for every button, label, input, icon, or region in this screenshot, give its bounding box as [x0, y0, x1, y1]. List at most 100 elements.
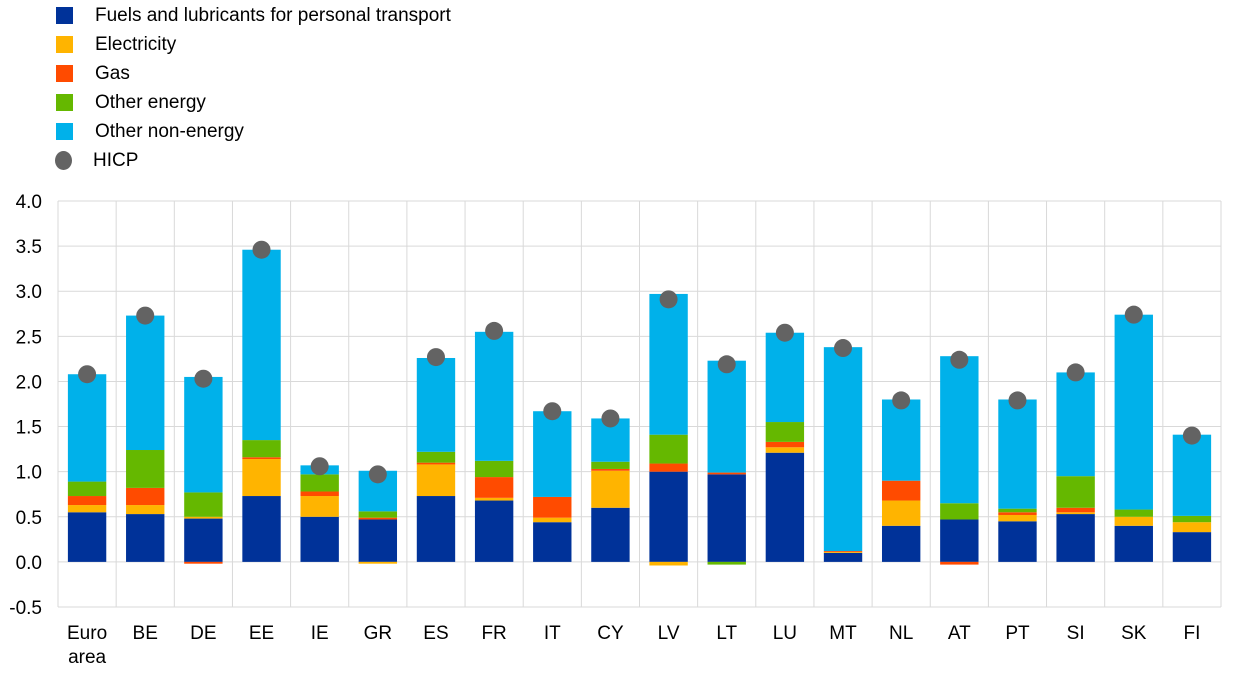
hicp-dot-es — [426, 348, 445, 367]
bar-fuels-and-lubricants-for-personal-transport-euro-area — [67, 512, 107, 562]
x-tick-label-be: BE — [133, 623, 158, 644]
y-tick-label: 3.0 — [16, 282, 42, 303]
bar-fuels-and-lubricants-for-personal-transport-mt — [823, 552, 863, 562]
y-tick-label: 0.0 — [16, 553, 42, 574]
hicp-dot-ee — [252, 240, 271, 259]
y-tick-label: 4.0 — [16, 192, 42, 213]
hicp-dot-it — [543, 402, 562, 421]
bar-gas-ee — [242, 457, 281, 460]
hicp-dot-pt — [1008, 391, 1027, 410]
bar-electricity-cy — [591, 470, 630, 508]
y-tick-label: 3.5 — [16, 237, 42, 258]
bar-other-non-energy-be — [126, 315, 165, 451]
x-tick-label-line: LU — [773, 623, 797, 644]
legend-swatch — [55, 151, 72, 170]
bar-electricity-si — [1056, 512, 1095, 515]
bar-other-non-energy-de — [184, 376, 223, 493]
legend-item-fuels-and-lubricants-for-personal-transport: Fuels and lubricants for personal transp… — [56, 1, 451, 30]
legend-swatch — [56, 65, 73, 82]
bar-fuels-and-lubricants-for-personal-transport-cy — [591, 507, 630, 562]
bar-other-non-energy-si — [1056, 372, 1095, 477]
x-tick-label-line: LT — [716, 623, 737, 644]
x-tick-label-lv: LV — [658, 623, 680, 644]
hicp-dot-lv — [659, 290, 678, 309]
hicp-dot-fr — [485, 321, 504, 340]
legend-swatch — [56, 7, 73, 24]
bar-electricity-it — [533, 517, 572, 523]
legend: Fuels and lubricants for personal transp… — [55, 1, 451, 175]
x-tick-label-line: Euro — [67, 623, 107, 644]
bar-fuels-and-lubricants-for-personal-transport-it — [533, 522, 572, 562]
legend-swatch — [56, 36, 73, 53]
bar-fuels-and-lubricants-for-personal-transport-de — [184, 518, 223, 562]
grid-layer — [57, 200, 1222, 608]
x-tick-label-line: BE — [133, 623, 158, 644]
bar-electricity-be — [126, 505, 165, 515]
bar-other-energy-lt — [707, 561, 746, 565]
y-axis-tick-labels: -0.5 0.0 0.5 1.0 1.5 2.0 2.5 3.0 3.5 4.0 — [9, 192, 42, 619]
bar-fuels-and-lubricants-for-personal-transport-at — [940, 519, 979, 562]
bar-electricity-pt — [998, 514, 1037, 522]
x-tick-label-sk: SK — [1121, 623, 1147, 644]
bar-electricity-sk — [1114, 516, 1153, 526]
hicp-dot-fi — [1182, 426, 1201, 445]
bar-electricity-gr — [358, 561, 398, 564]
x-tick-label-fr: FR — [481, 623, 506, 644]
bar-gas-de — [184, 561, 223, 564]
bar-fuels-and-lubricants-for-personal-transport-ee — [242, 496, 281, 562]
bar-other-non-energy-es — [416, 357, 456, 452]
x-tick-label-at: AT — [948, 623, 971, 644]
bar-fuels-and-lubricants-for-personal-transport-gr — [358, 519, 398, 562]
bar-electricity-de — [184, 516, 223, 519]
hicp-dot-si — [1066, 363, 1085, 382]
bar-gas-pt — [998, 512, 1037, 515]
x-tick-label-lu: LU — [773, 623, 797, 644]
legend-label: Electricity — [95, 33, 177, 55]
hicp-dot-cy — [601, 409, 620, 428]
hicp-dots-layer — [78, 240, 1201, 484]
hicp-dot-gr — [368, 465, 387, 484]
bar-gas-si — [1056, 507, 1095, 513]
bar-other-energy-fr — [474, 460, 514, 478]
bar-fuels-and-lubricants-for-personal-transport-ie — [300, 516, 339, 562]
x-tick-label-line: AT — [948, 623, 971, 644]
bar-other-energy-gr — [358, 511, 398, 518]
bar-gas-be — [126, 487, 165, 506]
bar-other-non-energy-it — [533, 411, 572, 497]
bar-other-energy-lv — [649, 434, 688, 464]
x-tick-label-line: MT — [829, 623, 857, 644]
x-tick-label-cy: CY — [597, 623, 624, 644]
x-tick-label-line: FR — [481, 623, 506, 644]
bar-other-non-energy-mt — [823, 347, 863, 552]
bar-electricity-es — [416, 464, 456, 497]
bar-electricity-fr — [474, 497, 514, 501]
x-tick-label-lt: LT — [716, 623, 737, 644]
x-tick-label-line: DE — [190, 623, 216, 644]
bar-other-non-energy-euro-area — [67, 374, 107, 482]
x-tick-label-line: GR — [364, 623, 393, 644]
bar-other-non-energy-sk — [1114, 314, 1153, 510]
legend-label: Gas — [95, 62, 130, 84]
y-tick-label: -0.5 — [9, 598, 42, 619]
bar-fuels-and-lubricants-for-personal-transport-sk — [1114, 525, 1153, 562]
bar-gas-mt — [823, 551, 863, 552]
bar-other-non-energy-ee — [242, 249, 281, 441]
bar-other-energy-lu — [765, 422, 805, 442]
bar-gas-gr — [358, 517, 398, 520]
bar-other-energy-at — [940, 503, 979, 520]
x-tick-label-line: ES — [423, 623, 448, 644]
x-tick-label-gr: GR — [364, 623, 393, 644]
bar-other-energy-ee — [242, 440, 281, 458]
legend-item-other-energy: Other energy — [56, 88, 451, 117]
x-axis-tick-labels: Euro area BE DE EE IE GR ES FR IT CY LV LT LU MT NL AT PT… — [67, 623, 1200, 668]
bar-electricity-fi — [1172, 522, 1212, 533]
legend-label: Fuels and lubricants for personal transp… — [95, 4, 451, 26]
bar-gas-lu — [765, 441, 805, 448]
bar-gas-ie — [300, 491, 339, 497]
hicp-dot-nl — [892, 391, 911, 410]
hicp-dot-euro-area — [78, 365, 97, 384]
bar-other-non-energy-nl — [881, 399, 921, 481]
bar-other-energy-es — [416, 451, 456, 463]
bar-electricity-lv — [649, 561, 688, 566]
